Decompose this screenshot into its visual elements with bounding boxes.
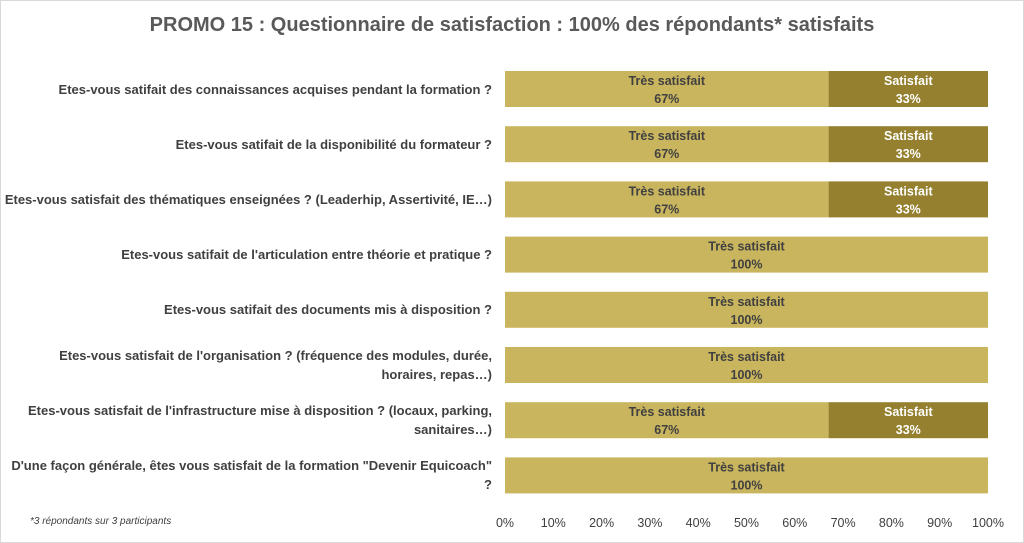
bar-segment xyxy=(828,71,988,107)
segment-value-label: 33% xyxy=(896,147,921,161)
bar-segment xyxy=(505,126,829,163)
bar-segment xyxy=(505,457,988,494)
segment-series-label: Très satisfait xyxy=(629,184,706,198)
question-label: Etes-vous satifait des documents mis à d… xyxy=(164,302,492,318)
question-label: Etes-vous satisfait des thématiques ense… xyxy=(4,191,492,207)
x-tick-label: 30% xyxy=(637,516,662,530)
x-tick-label: 70% xyxy=(831,516,856,530)
bar-segment xyxy=(828,126,988,163)
question-label: Etes-vous satifait de la disponibilité d… xyxy=(175,136,492,152)
segment-series-label: Satisfait xyxy=(884,184,933,198)
segment-series-label: Très satisfait xyxy=(708,240,785,254)
segment-value-label: 33% xyxy=(896,92,921,106)
segment-value-label: 67% xyxy=(654,202,679,216)
segment-value-label: 33% xyxy=(896,202,921,216)
bar-segment xyxy=(505,291,988,328)
segment-value-label: 67% xyxy=(654,92,679,106)
segment-value-label: 100% xyxy=(731,368,763,382)
question-label: Etes-vous satifait des connaissances acq… xyxy=(58,81,492,97)
question-label: Etes-vous satisfait de l'infrastructure … xyxy=(28,403,492,438)
segment-series-label: Très satisfait xyxy=(708,460,785,474)
segment-value-label: 67% xyxy=(654,147,679,161)
segment-series-label: Très satisfait xyxy=(629,129,706,143)
segment-value-label: 100% xyxy=(731,478,763,492)
bar-segment xyxy=(505,71,829,107)
x-tick-label: 90% xyxy=(927,516,952,530)
segment-value-label: 33% xyxy=(896,423,921,437)
x-tick-label: 80% xyxy=(879,516,904,530)
bar-segment xyxy=(505,181,829,218)
segment-series-label: Très satisfait xyxy=(708,350,785,364)
footnote: *3 répondants sur 3 participants xyxy=(30,516,172,527)
bar-segment xyxy=(828,402,988,439)
question-label: Etes-vous satisfait de l'organisation ? … xyxy=(59,348,492,382)
segment-value-label: 100% xyxy=(731,258,763,272)
segment-value-label: 67% xyxy=(654,423,679,437)
x-tick-label: 60% xyxy=(782,516,807,530)
bar-segment xyxy=(828,181,988,218)
question-label: D'une façon générale, êtes vous satisfai… xyxy=(11,458,492,493)
x-tick-label: 50% xyxy=(734,516,759,530)
segment-series-label: Satisfait xyxy=(884,129,933,143)
segment-series-label: Très satisfait xyxy=(708,295,785,309)
bar-segment xyxy=(505,347,988,383)
x-tick-label: 40% xyxy=(686,516,711,530)
bar-segment xyxy=(505,402,829,439)
x-tick-label: 20% xyxy=(589,516,614,530)
segment-value-label: 100% xyxy=(731,313,763,327)
bar-segment xyxy=(505,236,988,273)
question-label: Etes-vous satifait de l'articulation ent… xyxy=(121,247,492,263)
chart-title: PROMO 15 : Questionnaire de satisfaction… xyxy=(149,14,875,36)
x-tick-label: 0% xyxy=(496,516,514,530)
x-tick-label: 100% xyxy=(972,516,1004,530)
segment-series-label: Satisfait xyxy=(884,405,933,419)
x-tick-label: 10% xyxy=(541,516,566,530)
segment-series-label: Très satisfait xyxy=(629,74,706,88)
segment-series-label: Satisfait xyxy=(884,74,933,88)
segment-series-label: Très satisfait xyxy=(629,405,706,419)
